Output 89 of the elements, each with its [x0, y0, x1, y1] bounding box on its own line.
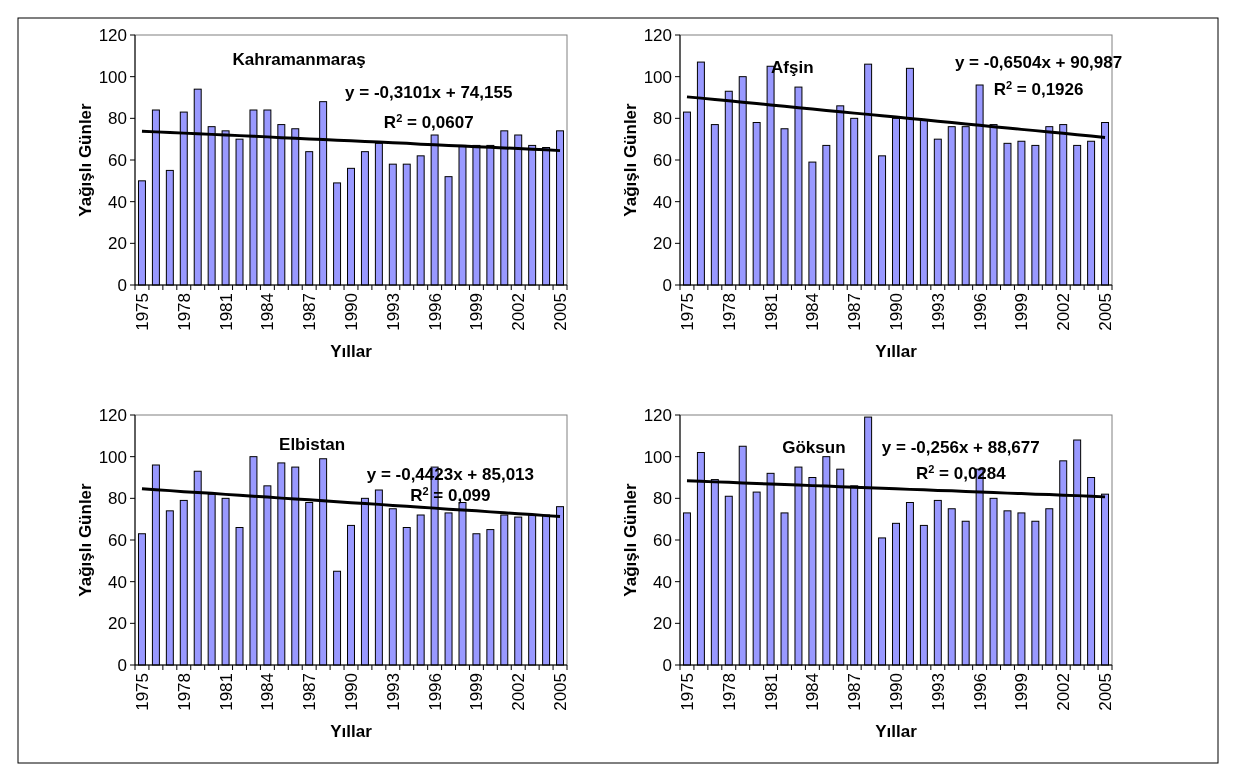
- x-tick-label: 1993: [383, 673, 403, 711]
- y-tick-label: 120: [98, 25, 127, 45]
- x-tick-label: 1999: [467, 293, 487, 331]
- y-tick-label: 100: [98, 67, 127, 87]
- x-tick-label: 1984: [803, 293, 823, 331]
- x-tick-label: 1996: [425, 673, 445, 711]
- y-tick-label: 20: [108, 614, 127, 634]
- x-tick-label: 1984: [258, 293, 278, 331]
- x-tick-label: 1990: [341, 673, 361, 711]
- x-tick-label: 1975: [132, 673, 152, 711]
- y-tick-label: 100: [643, 67, 672, 87]
- x-tick-label: 1981: [761, 293, 781, 331]
- y-tick-label: 120: [643, 25, 672, 45]
- text: Göksun: [782, 437, 846, 457]
- y-tick-label: 60: [108, 530, 127, 550]
- y-tick-label: 40: [653, 572, 672, 592]
- y-axis-title: Yağışlı Günler: [621, 482, 640, 597]
- x-tick-label: 2005: [550, 673, 570, 711]
- x-tick-label: 2005: [550, 293, 570, 331]
- x-axis-title: Yıllar: [330, 342, 373, 361]
- x-tick-label: 1975: [677, 673, 697, 711]
- x-tick-label: 1996: [425, 293, 445, 331]
- x-tick-label: 1999: [467, 673, 487, 711]
- text: Afşin: [771, 57, 814, 77]
- y-axis-title: Yağışlı Günler: [76, 482, 95, 597]
- y-tick-label: 80: [653, 109, 672, 129]
- y-tick-label: 0: [117, 275, 127, 295]
- x-tick-label: 1978: [719, 673, 739, 711]
- x-tick-label: 1975: [677, 293, 697, 331]
- y-tick-label: 60: [108, 150, 127, 170]
- y-tick-label: 120: [643, 405, 672, 425]
- x-tick-label: 1984: [258, 673, 278, 711]
- x-tick-label: 1981: [216, 293, 236, 331]
- x-tick-label: 2005: [1095, 673, 1115, 711]
- annotation: R$^{2}$ = 0,0607: [383, 111, 474, 132]
- x-tick-label: 1987: [845, 293, 865, 331]
- x-axis-title: Yıllar: [330, 722, 373, 741]
- x-tick-label: 1993: [928, 293, 948, 331]
- y-axis-title: Yağışlı Günler: [76, 102, 95, 217]
- x-tick-label: 2002: [509, 673, 529, 711]
- x-tick-label: 1987: [845, 673, 865, 711]
- x-tick-label: 2002: [1054, 673, 1074, 711]
- x-axis-title: Yıllar: [875, 722, 918, 741]
- y-tick-label: 60: [653, 530, 672, 550]
- y-tick-label: 20: [653, 234, 672, 254]
- x-tick-label: 1996: [970, 293, 990, 331]
- y-tick-label: 100: [98, 447, 127, 467]
- x-tick-label: 1978: [719, 293, 739, 331]
- y-tick-label: 60: [653, 150, 672, 170]
- y-tick-label: 20: [653, 614, 672, 634]
- x-tick-label: 1996: [970, 673, 990, 711]
- y-tick-label: 80: [108, 489, 127, 509]
- y-tick-label: 0: [662, 275, 672, 295]
- x-tick-label: 2005: [1095, 293, 1115, 331]
- x-tick-label: 1981: [761, 673, 781, 711]
- annotation: y = -0,256x + 88,677: [881, 437, 1040, 457]
- x-tick-label: 2002: [509, 293, 529, 331]
- x-tick-label: 1978: [174, 293, 194, 331]
- y-tick-label: 80: [653, 489, 672, 509]
- x-tick-label: 1975: [132, 293, 152, 331]
- text: Elbistan: [279, 435, 346, 454]
- y-tick-label: 40: [653, 192, 672, 212]
- x-tick-label: 1987: [300, 293, 320, 331]
- y-tick-label: 120: [98, 405, 127, 425]
- annotation: R$^{2}$ = 0,1926: [993, 79, 1084, 99]
- x-tick-label: 1990: [886, 673, 906, 711]
- x-tick-label: 1999: [1012, 673, 1032, 711]
- y-tick-label: 0: [662, 655, 672, 675]
- x-tick-label: 1990: [341, 293, 361, 331]
- x-tick-label: 1981: [216, 673, 236, 711]
- y-tick-label: 40: [108, 192, 127, 212]
- text: Kahramanmaraş: [232, 50, 366, 69]
- x-tick-label: 1987: [300, 673, 320, 711]
- y-tick-label: 0: [117, 655, 127, 675]
- y-axis-title: Yağışlı Günler: [621, 102, 640, 217]
- x-tick-label: 1993: [928, 673, 948, 711]
- x-axis-title: Yıllar: [875, 342, 918, 361]
- x-tick-label: 1990: [886, 293, 906, 331]
- y-tick-label: 100: [643, 447, 672, 467]
- annotation: y = -0,6504x + 90,987: [954, 52, 1123, 72]
- y-tick-label: 20: [108, 234, 127, 254]
- x-tick-label: 1984: [803, 673, 823, 711]
- x-tick-label: 1978: [174, 673, 194, 711]
- y-tick-label: 40: [108, 572, 127, 592]
- x-tick-label: 1993: [383, 293, 403, 331]
- x-tick-label: 1999: [1012, 293, 1032, 331]
- x-tick-label: 2002: [1054, 293, 1074, 331]
- y-tick-label: 80: [108, 109, 127, 129]
- annotation: y = -0,3101x + 74,155: [345, 82, 513, 102]
